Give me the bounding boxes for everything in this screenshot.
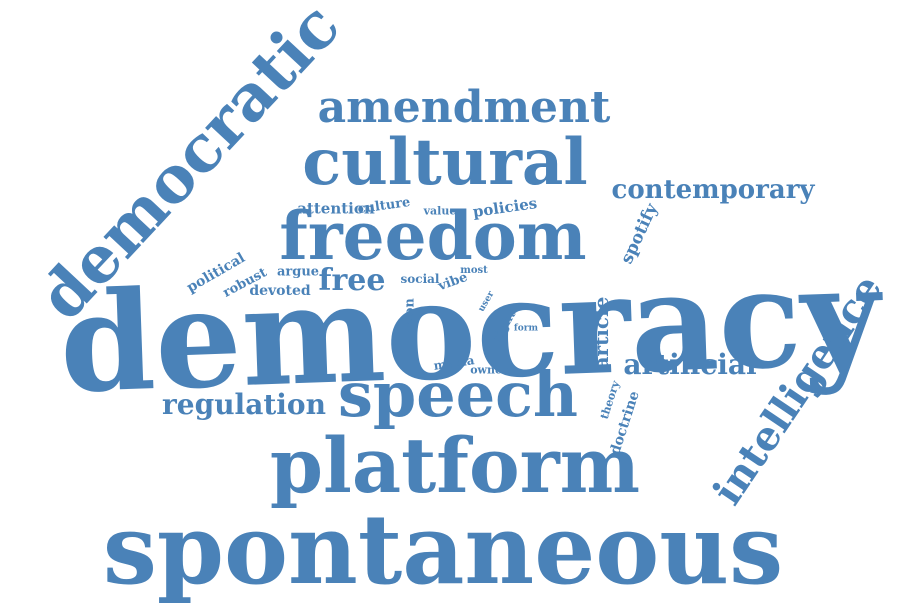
word-value: value — [423, 204, 457, 218]
word-speech: speech — [338, 358, 578, 431]
word-freedom: freedom — [279, 197, 587, 275]
word-cultural: cultural — [302, 125, 588, 200]
word-contemporary: contemporary — [611, 175, 815, 205]
word-devoted: devoted — [249, 283, 311, 299]
word-article: article — [589, 296, 613, 370]
word-argue: argue — [276, 264, 320, 280]
word-attention: attention — [297, 199, 375, 218]
word-artificial: artificial — [623, 348, 757, 381]
word-social: social — [400, 272, 440, 286]
word-platform: platform — [269, 421, 641, 510]
word-form: form — [513, 323, 539, 334]
word-person: person — [402, 298, 418, 348]
word-most: most — [460, 265, 488, 276]
word-spontaneous: spontaneous — [102, 493, 784, 605]
word-amendment: amendment — [317, 82, 611, 133]
word-free: free — [318, 263, 386, 298]
word-regulation: regulation — [162, 388, 326, 421]
word-owner: owner — [470, 363, 508, 377]
